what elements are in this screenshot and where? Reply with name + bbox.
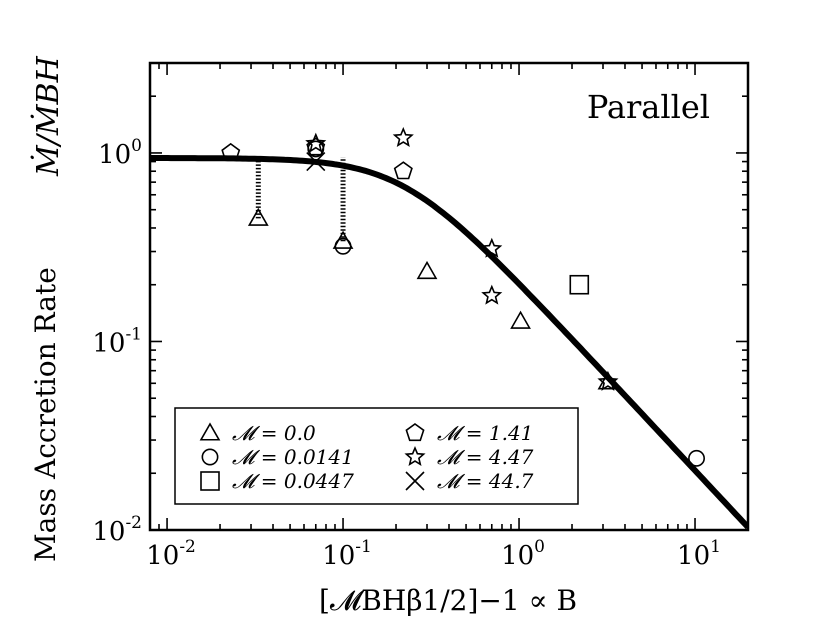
legend-marker-circle <box>201 448 219 466</box>
data-points-layer <box>221 126 705 467</box>
x-axis-title: [𝓜BHβ1/2]−1 ∝ B <box>319 584 577 617</box>
point-star-3 <box>481 284 503 305</box>
point-pentagon-0 <box>221 142 241 161</box>
error-bar-layer <box>255 157 346 242</box>
point-triangle-2 <box>416 260 438 280</box>
point-star-1 <box>392 126 414 147</box>
y-axis-title: Mass Accretion Rate <box>29 267 62 562</box>
legend-label-1: 𝓜 = 0.0141 <box>232 445 354 469</box>
point-triangle-3 <box>510 310 531 329</box>
legend-label-4: 𝓜 = 4.47 <box>437 445 534 469</box>
point-star-0 <box>305 132 327 153</box>
x-tick-label: 100 <box>501 537 545 571</box>
y-tick-label: 10-1 <box>92 324 142 358</box>
legend-label-2: 𝓜 = 0.0447 <box>232 469 354 493</box>
point-square-0 <box>569 274 590 295</box>
point-pentagon-1 <box>393 161 413 180</box>
model-curve-line <box>150 155 748 530</box>
legend-label-0: 𝓜 = 0.0 <box>232 421 316 445</box>
y-tick-label: 10-2 <box>92 513 142 547</box>
point-star-2 <box>481 237 503 258</box>
legend-box <box>174 407 579 505</box>
legend-label-3: 𝓜 = 1.41 <box>437 421 533 445</box>
point-triangle-0 <box>247 207 269 226</box>
legend-label-5: 𝓜 = 44.7 <box>437 469 534 493</box>
point-circle-2 <box>688 449 705 467</box>
axis-ticks: 10-2 10-1 100 101 10-2 10-1 100 <box>92 62 749 571</box>
y-axis-unit: Ṁ/ṀBH <box>30 55 66 177</box>
legend-marker-square <box>200 471 220 491</box>
point-triangle-4 <box>597 371 619 390</box>
legend-marker-star <box>404 445 426 466</box>
model-curve-layer <box>150 155 748 530</box>
legend-marker-triangle <box>199 422 221 441</box>
x-tick-label: 101 <box>677 537 721 571</box>
point-star-4 <box>597 370 619 391</box>
legend-marker-x <box>405 471 425 491</box>
point-pentagon-2 <box>306 137 326 156</box>
legend-marker-pentagon <box>405 423 425 442</box>
point-x-0 <box>306 152 326 172</box>
y-tick-label: 100 <box>98 136 142 170</box>
annotation-parallel: Parallel <box>587 88 710 126</box>
x-tick-label: 10-2 <box>146 537 196 571</box>
x-tick-label: 10-1 <box>322 537 372 571</box>
point-circle-1 <box>334 237 352 255</box>
